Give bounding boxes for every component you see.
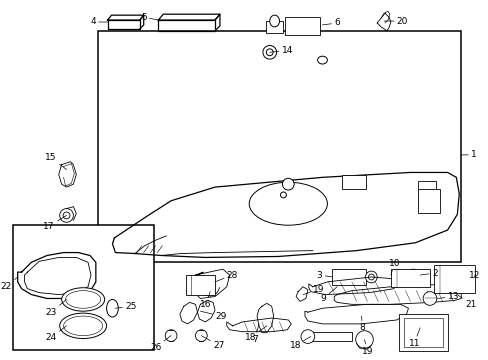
Text: 7: 7 bbox=[252, 324, 259, 344]
Text: 12: 12 bbox=[468, 270, 479, 279]
Bar bbox=[403, 318, 442, 347]
Circle shape bbox=[407, 269, 418, 281]
Bar bbox=[433, 265, 474, 293]
Text: 13: 13 bbox=[437, 292, 458, 301]
Text: 23: 23 bbox=[45, 300, 66, 317]
Bar bbox=[265, 21, 283, 33]
Circle shape bbox=[422, 292, 436, 305]
Text: 10: 10 bbox=[388, 259, 400, 275]
Text: 9: 9 bbox=[320, 287, 336, 303]
Text: 2: 2 bbox=[419, 269, 437, 278]
Text: 17: 17 bbox=[43, 215, 66, 231]
Circle shape bbox=[367, 274, 373, 280]
Text: 22: 22 bbox=[0, 277, 18, 291]
Text: 19: 19 bbox=[303, 285, 324, 294]
Text: 5: 5 bbox=[141, 13, 158, 22]
Circle shape bbox=[301, 330, 314, 343]
Circle shape bbox=[365, 271, 376, 283]
Ellipse shape bbox=[106, 300, 118, 317]
Text: 14: 14 bbox=[269, 46, 292, 55]
Circle shape bbox=[266, 49, 273, 56]
Bar bbox=[285, 17, 319, 35]
Bar bbox=[417, 181, 435, 191]
Circle shape bbox=[63, 212, 70, 219]
Text: 16: 16 bbox=[200, 292, 211, 309]
Text: 4: 4 bbox=[90, 18, 107, 27]
Text: 11: 11 bbox=[407, 328, 419, 348]
Ellipse shape bbox=[317, 56, 327, 64]
Bar bbox=[98, 31, 460, 262]
Text: 18: 18 bbox=[244, 326, 266, 342]
Circle shape bbox=[355, 331, 372, 348]
Text: 28: 28 bbox=[215, 270, 238, 282]
Bar bbox=[341, 175, 366, 189]
Bar bbox=[398, 314, 447, 351]
Text: 19: 19 bbox=[361, 339, 372, 356]
Text: 3: 3 bbox=[316, 270, 331, 279]
Ellipse shape bbox=[60, 313, 106, 338]
Text: 26: 26 bbox=[150, 336, 171, 352]
Text: 29: 29 bbox=[200, 311, 226, 320]
Ellipse shape bbox=[65, 291, 101, 308]
Text: 20: 20 bbox=[383, 17, 407, 26]
Bar bbox=[185, 275, 215, 294]
Circle shape bbox=[282, 178, 294, 190]
Circle shape bbox=[195, 330, 207, 342]
Text: 6: 6 bbox=[322, 18, 339, 27]
Text: 15: 15 bbox=[45, 153, 66, 170]
Text: 21: 21 bbox=[456, 294, 475, 309]
Ellipse shape bbox=[249, 182, 327, 225]
Ellipse shape bbox=[269, 15, 279, 27]
Text: 27: 27 bbox=[201, 336, 224, 350]
Bar bbox=[390, 269, 429, 287]
Text: 24: 24 bbox=[45, 326, 66, 342]
Circle shape bbox=[263, 45, 276, 59]
Bar bbox=[13, 225, 154, 350]
Circle shape bbox=[280, 192, 286, 198]
Text: 18: 18 bbox=[289, 337, 310, 350]
Text: 8: 8 bbox=[359, 316, 365, 332]
Ellipse shape bbox=[63, 316, 102, 336]
Bar bbox=[331, 269, 366, 285]
Bar bbox=[417, 189, 439, 213]
Circle shape bbox=[165, 330, 177, 342]
Text: 1: 1 bbox=[460, 150, 476, 159]
Ellipse shape bbox=[61, 288, 104, 311]
Bar bbox=[310, 332, 351, 342]
Circle shape bbox=[60, 208, 73, 222]
Text: 25: 25 bbox=[115, 302, 136, 311]
